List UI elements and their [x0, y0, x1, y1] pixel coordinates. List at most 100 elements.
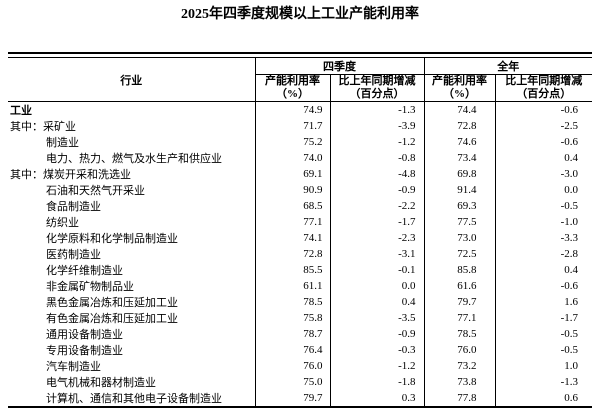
q4-rate-cell: 74.1	[254, 230, 330, 246]
table-row: 电气机械和器材制造业 75.0 -1.8 73.8 -1.3	[8, 374, 592, 390]
year-rate-cell: 74.6	[423, 134, 495, 150]
year-rate-cell: 79.7	[423, 294, 495, 310]
year-rate-cell: 69.3	[423, 198, 495, 214]
industry-label: 有色金属冶炼和压延加工业	[46, 313, 178, 325]
table-row: 化学纤维制造业 85.5 -0.1 85.8 0.4	[8, 262, 592, 278]
table-row: 纺织业 77.1 -1.7 77.5 -1.0	[8, 214, 592, 230]
table-row: 化学原料和化学制品制造业 74.1 -2.3 73.0 -3.3	[8, 230, 592, 246]
q4-change-cell: -1.2	[329, 134, 424, 150]
year-change-cell: -1.7	[494, 310, 592, 326]
q4-change-cell: -3.1	[329, 246, 424, 262]
q4-rate-cell: 85.5	[254, 262, 330, 278]
q4-rate-cell: 90.9	[254, 182, 330, 198]
year-rate-cell: 85.8	[423, 262, 495, 278]
q4-change-cell: 0.3	[329, 390, 424, 407]
q4-change-cell: -1.8	[329, 374, 424, 390]
q4-change-cell: -1.7	[329, 214, 424, 230]
table-row: 其中：采矿业 71.7 -3.9 72.8 -2.5	[8, 118, 592, 134]
industry-label: 化学纤维制造业	[46, 265, 123, 277]
q4-rate-cell: 72.8	[254, 246, 330, 262]
year-change-cell: -0.5	[494, 198, 592, 214]
q4-change-cell: 0.0	[329, 278, 424, 294]
q4-rate-header: 产能利用率 （%）	[254, 74, 330, 102]
year-rate-cell: 74.4	[423, 101, 495, 118]
q4-change-cell: -2.3	[329, 230, 424, 246]
q4-rate-cell: 74.9	[254, 101, 330, 118]
q4-rate-cell: 61.1	[254, 278, 330, 294]
q4-change-cell: -1.3	[329, 101, 424, 118]
year-group-header: 全年	[423, 58, 592, 75]
q4-rate-cell: 71.7	[254, 118, 330, 134]
q4-rate-cell: 76.4	[254, 342, 330, 358]
industry-label: 电力、热力、燃气及水生产和供应业	[46, 153, 222, 165]
year-change-cell: -0.6	[494, 278, 592, 294]
q4-change-header: 比上年同期增减 （百分点）	[329, 74, 424, 102]
year-rate-cell: 91.4	[423, 182, 495, 198]
table-row: 其中：煤炭开采和洗选业 69.1 -4.8 69.8 -3.0	[8, 166, 592, 182]
year-change-cell: 1.0	[494, 358, 592, 374]
industry-label: 通用设备制造业	[46, 329, 123, 341]
q4-group-header: 四季度	[254, 58, 424, 75]
industry-label: 非金属矿物制品业	[46, 281, 134, 293]
q4-rate-cell: 77.1	[254, 214, 330, 230]
industry-label: 其中：采矿业	[10, 121, 76, 133]
industry-label: 其中：煤炭开采和洗选业	[10, 169, 131, 181]
table-row: 专用设备制造业 76.4 -0.3 76.0 -0.5	[8, 342, 592, 358]
page-title: 2025年四季度规模以上工业产能利用率	[181, 7, 419, 22]
year-change-cell: -1.0	[494, 214, 592, 230]
year-rate-cell: 77.1	[423, 310, 495, 326]
year-change-cell: -2.5	[494, 118, 592, 134]
q4-change-header-unit: （百分点）	[349, 88, 405, 100]
year-rate-cell: 77.5	[423, 214, 495, 230]
table-row: 有色金属冶炼和压延加工业 75.8 -3.5 77.1 -1.7	[8, 310, 592, 326]
year-change-header-label: 比上年同期增减	[505, 75, 583, 87]
table-body: 工业 74.9 -1.3 74.4 -0.6 其中：采矿业 71.7 -3.9 …	[8, 101, 592, 407]
year-change-cell: 1.6	[494, 294, 592, 310]
q4-change-cell: -0.9	[329, 182, 424, 198]
q4-change-header-label: 比上年同期增减	[338, 75, 416, 87]
year-change-cell: -2.8	[494, 246, 592, 262]
q4-change-cell: -0.3	[329, 342, 424, 358]
industry-label: 化学原料和化学制品制造业	[46, 233, 178, 245]
table-row: 工业 74.9 -1.3 74.4 -0.6	[8, 101, 592, 118]
year-change-cell: -3.0	[494, 166, 592, 182]
year-change-header-unit: （百分点）	[516, 88, 572, 100]
table-row: 计算机、通信和其他电子设备制造业 79.7 0.3 77.8 0.6	[8, 390, 592, 407]
year-rate-header-unit: （%）	[443, 88, 476, 100]
q4-rate-cell: 78.5	[254, 294, 330, 310]
industry-column-header: 行业	[8, 58, 255, 102]
q4-change-cell: -0.1	[329, 262, 424, 278]
year-rate-cell: 73.0	[423, 230, 495, 246]
q4-change-cell: -3.5	[329, 310, 424, 326]
year-rate-header: 产能利用率 （%）	[423, 74, 495, 102]
year-rate-cell: 76.0	[423, 342, 495, 358]
table-row: 黑色金属冶炼和压延加工业 78.5 0.4 79.7 1.6	[8, 294, 592, 310]
q4-rate-header-unit: （%）	[276, 88, 309, 100]
table-row: 通用设备制造业 78.7 -0.9 78.5 -0.5	[8, 326, 592, 342]
q4-rate-cell: 75.2	[254, 134, 330, 150]
industry-label: 石油和天然气开采业	[46, 185, 145, 197]
year-rate-cell: 78.5	[423, 326, 495, 342]
q4-change-cell: -0.8	[329, 150, 424, 166]
q4-change-cell: -1.2	[329, 358, 424, 374]
table-header: 行业 四季度 全年 产能利用率 （%） 比上年同期增减 （百分点） 产能利用率 …	[8, 58, 592, 102]
industry-label: 医药制造业	[46, 249, 101, 261]
year-change-cell: 0.0	[494, 182, 592, 198]
q4-rate-cell: 74.0	[254, 150, 330, 166]
table-row: 食品制造业 68.5 -2.2 69.3 -0.5	[8, 198, 592, 214]
year-rate-cell: 69.8	[423, 166, 495, 182]
q4-rate-cell: 76.0	[254, 358, 330, 374]
year-change-cell: -3.3	[494, 230, 592, 246]
year-rate-cell: 73.2	[423, 358, 495, 374]
table-top-double-rule	[8, 52, 592, 58]
year-change-cell: -0.6	[494, 101, 592, 118]
year-change-cell: -1.3	[494, 374, 592, 390]
year-rate-header-label: 产能利用率	[432, 75, 487, 87]
year-change-cell: -0.5	[494, 326, 592, 342]
year-rate-cell: 72.8	[423, 118, 495, 134]
industry-label: 计算机、通信和其他电子设备制造业	[46, 393, 222, 405]
q4-rate-cell: 78.7	[254, 326, 330, 342]
q4-change-cell: -2.2	[329, 198, 424, 214]
q4-rate-cell: 69.1	[254, 166, 330, 182]
year-rate-cell: 77.8	[423, 390, 495, 407]
